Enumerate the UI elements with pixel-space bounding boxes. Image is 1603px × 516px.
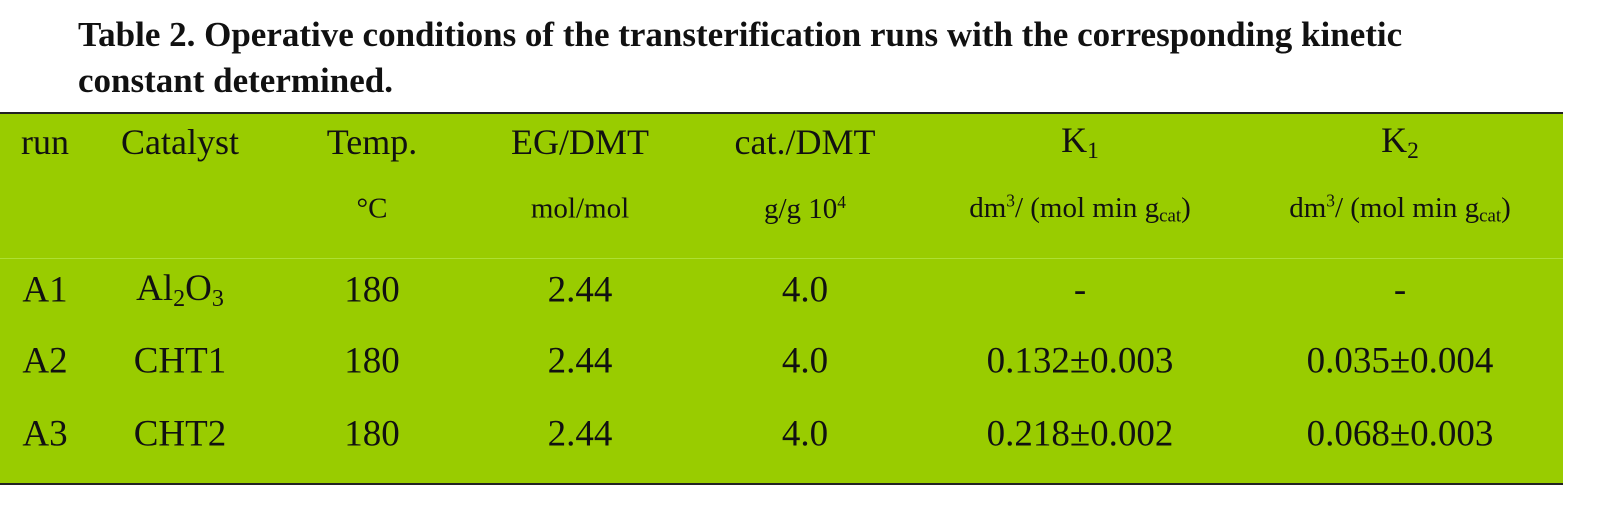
text-segment: 4 <box>837 191 847 212</box>
table-cell: CHT2 <box>133 413 227 455</box>
table-cell: 4.0 <box>781 269 829 311</box>
text-segment: cat <box>1479 205 1502 227</box>
column-header: K2 <box>1381 119 1419 165</box>
table-cell: CHT1 <box>133 340 227 382</box>
table-cell: 0.035±0.004 <box>1306 340 1494 382</box>
text-segment: dm <box>1289 191 1327 224</box>
text-segment: Al <box>136 268 174 309</box>
header-separator <box>0 258 1563 259</box>
text-segment: ) <box>1501 191 1511 224</box>
text-segment: 2 <box>173 286 186 312</box>
table-cell: 180 <box>344 269 400 311</box>
table: run Catalyst Temp. EG/DMT cat./DMT K1 K2 °C mol/… <box>0 112 1563 485</box>
table-cell: - <box>1073 269 1087 311</box>
column-unit: °C <box>356 192 388 225</box>
column-unit: g/g 104 <box>764 192 846 226</box>
text-segment: O <box>185 268 212 309</box>
text-segment: K <box>1061 120 1088 161</box>
table-cell: 0.132±0.003 <box>986 340 1174 382</box>
text-segment: 2 <box>1407 137 1419 164</box>
text-segment: 3 <box>1326 190 1335 211</box>
text-segment: K <box>1381 120 1408 161</box>
text-segment: ) <box>1181 191 1191 224</box>
text-segment: dm <box>969 191 1007 224</box>
table-cell: 2.44 <box>547 269 613 311</box>
table-cell: 180 <box>344 340 400 382</box>
column-header: K1 <box>1061 119 1099 165</box>
table-cell: 4.0 <box>781 413 829 455</box>
table-title: Table 2. Operative conditions of the tra… <box>78 15 1403 100</box>
table-cell: 2.44 <box>547 340 613 382</box>
table-cell: A2 <box>22 340 68 382</box>
table-cell: 180 <box>344 413 400 455</box>
table-cell: 0.068±0.003 <box>1306 413 1494 455</box>
column-unit: dm3/ (mol min gcat) <box>1289 190 1511 227</box>
table-cell: - <box>1393 269 1407 311</box>
column-header: Catalyst <box>121 122 239 162</box>
column-unit: dm3/ (mol min gcat) <box>969 190 1191 227</box>
column-header: EG/DMT <box>511 122 649 162</box>
column-header: cat./DMT <box>734 122 876 162</box>
text-segment: 3 <box>1006 190 1015 211</box>
column-header: Temp. <box>326 122 418 162</box>
text-segment: / (mol min g <box>1014 191 1160 224</box>
column-header: run <box>21 122 69 162</box>
text-segment: cat <box>1159 205 1182 227</box>
table-cell: 4.0 <box>781 340 829 382</box>
table-cell: A1 <box>22 269 68 311</box>
text-segment: 1 <box>1087 137 1099 164</box>
column-unit: mol/mol <box>530 192 630 225</box>
text-segment: 3 <box>211 286 224 312</box>
text-segment: / (mol min g <box>1334 191 1480 224</box>
table-cell: Al2O3 <box>136 267 224 313</box>
table-cell: 2.44 <box>547 413 613 455</box>
table-cell: 0.218±0.002 <box>986 413 1174 455</box>
table-cell: A3 <box>22 413 68 455</box>
text-segment: g/g 10 <box>763 193 838 226</box>
